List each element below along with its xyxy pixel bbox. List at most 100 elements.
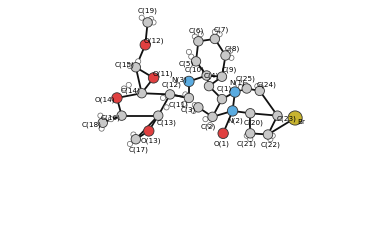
- Text: C(12): C(12): [162, 81, 182, 88]
- Text: O(1): O(1): [213, 140, 229, 147]
- Ellipse shape: [242, 84, 251, 93]
- Text: C(5): C(5): [178, 60, 194, 67]
- Ellipse shape: [221, 51, 230, 60]
- Ellipse shape: [245, 109, 255, 118]
- Text: C(23): C(23): [277, 116, 297, 122]
- Text: C(1): C(1): [217, 86, 232, 93]
- Circle shape: [149, 16, 154, 21]
- Circle shape: [203, 117, 208, 122]
- Circle shape: [198, 32, 203, 37]
- Text: C(10): C(10): [185, 66, 205, 73]
- Ellipse shape: [217, 72, 227, 81]
- Text: O(11): O(11): [152, 70, 173, 77]
- Text: Br: Br: [298, 118, 306, 125]
- Circle shape: [255, 84, 260, 89]
- Circle shape: [139, 15, 144, 20]
- Ellipse shape: [194, 103, 203, 112]
- Ellipse shape: [165, 90, 175, 99]
- Circle shape: [243, 82, 248, 88]
- Ellipse shape: [137, 88, 147, 98]
- Text: C(11): C(11): [168, 102, 188, 108]
- Circle shape: [258, 85, 263, 90]
- Circle shape: [248, 137, 253, 142]
- Ellipse shape: [143, 126, 154, 136]
- Ellipse shape: [204, 81, 214, 91]
- Text: C(25): C(25): [236, 75, 256, 82]
- Circle shape: [192, 102, 198, 108]
- Ellipse shape: [255, 86, 265, 96]
- Circle shape: [99, 126, 104, 131]
- Text: O(12): O(12): [144, 37, 165, 44]
- Ellipse shape: [184, 76, 194, 87]
- Ellipse shape: [184, 93, 194, 103]
- Text: N(3): N(3): [172, 76, 187, 83]
- Circle shape: [127, 141, 132, 147]
- Circle shape: [127, 63, 132, 69]
- Ellipse shape: [210, 34, 220, 44]
- Ellipse shape: [273, 111, 282, 120]
- Circle shape: [229, 55, 234, 60]
- Ellipse shape: [202, 71, 211, 80]
- Text: C(17): C(17): [128, 147, 148, 153]
- Circle shape: [192, 34, 198, 39]
- Circle shape: [186, 49, 192, 55]
- Ellipse shape: [227, 106, 238, 116]
- Circle shape: [228, 48, 233, 53]
- Ellipse shape: [230, 87, 240, 97]
- Circle shape: [160, 95, 165, 101]
- Text: C(14): C(14): [120, 88, 140, 94]
- Text: C(13): C(13): [156, 119, 176, 126]
- Text: N(2): N(2): [227, 117, 243, 124]
- Circle shape: [131, 132, 136, 137]
- Text: C(4): C(4): [204, 73, 219, 80]
- Text: C(7): C(7): [214, 27, 229, 33]
- Ellipse shape: [208, 112, 217, 122]
- Text: O(13): O(13): [141, 138, 162, 144]
- Circle shape: [191, 108, 196, 114]
- Circle shape: [238, 85, 243, 90]
- Circle shape: [151, 20, 156, 25]
- Circle shape: [109, 117, 114, 122]
- Text: C(3): C(3): [181, 106, 196, 113]
- Ellipse shape: [263, 130, 273, 139]
- Ellipse shape: [143, 18, 152, 27]
- Ellipse shape: [117, 111, 126, 120]
- Text: C(20): C(20): [244, 120, 264, 126]
- Text: C(8): C(8): [225, 45, 240, 52]
- Ellipse shape: [217, 94, 227, 104]
- Ellipse shape: [194, 37, 203, 46]
- Text: C(24): C(24): [257, 82, 277, 88]
- Text: C(19): C(19): [138, 8, 158, 14]
- Ellipse shape: [288, 111, 302, 125]
- Circle shape: [270, 133, 275, 138]
- Text: C(2): C(2): [201, 123, 216, 130]
- Ellipse shape: [148, 73, 159, 83]
- Circle shape: [217, 32, 222, 37]
- Circle shape: [181, 101, 187, 106]
- Text: C(18): C(18): [82, 122, 102, 128]
- Text: C(6): C(6): [189, 27, 203, 34]
- Circle shape: [122, 86, 127, 91]
- Circle shape: [183, 92, 188, 97]
- Text: C(15): C(15): [114, 62, 134, 68]
- Circle shape: [164, 105, 169, 110]
- Ellipse shape: [98, 118, 107, 127]
- Circle shape: [126, 82, 131, 88]
- Text: C(22): C(22): [260, 141, 280, 148]
- Text: C(21): C(21): [237, 140, 257, 147]
- Ellipse shape: [131, 135, 141, 144]
- Circle shape: [136, 59, 141, 64]
- Circle shape: [208, 122, 213, 128]
- Ellipse shape: [112, 93, 122, 103]
- Ellipse shape: [218, 128, 228, 139]
- Circle shape: [212, 29, 218, 34]
- Text: C(9): C(9): [221, 67, 237, 73]
- Circle shape: [244, 133, 249, 138]
- Text: O(14): O(14): [95, 97, 115, 103]
- Text: C(16): C(16): [100, 115, 120, 121]
- Circle shape: [189, 54, 194, 59]
- Circle shape: [98, 113, 103, 118]
- Circle shape: [268, 137, 273, 142]
- Text: N(1): N(1): [229, 79, 245, 86]
- Ellipse shape: [245, 129, 255, 138]
